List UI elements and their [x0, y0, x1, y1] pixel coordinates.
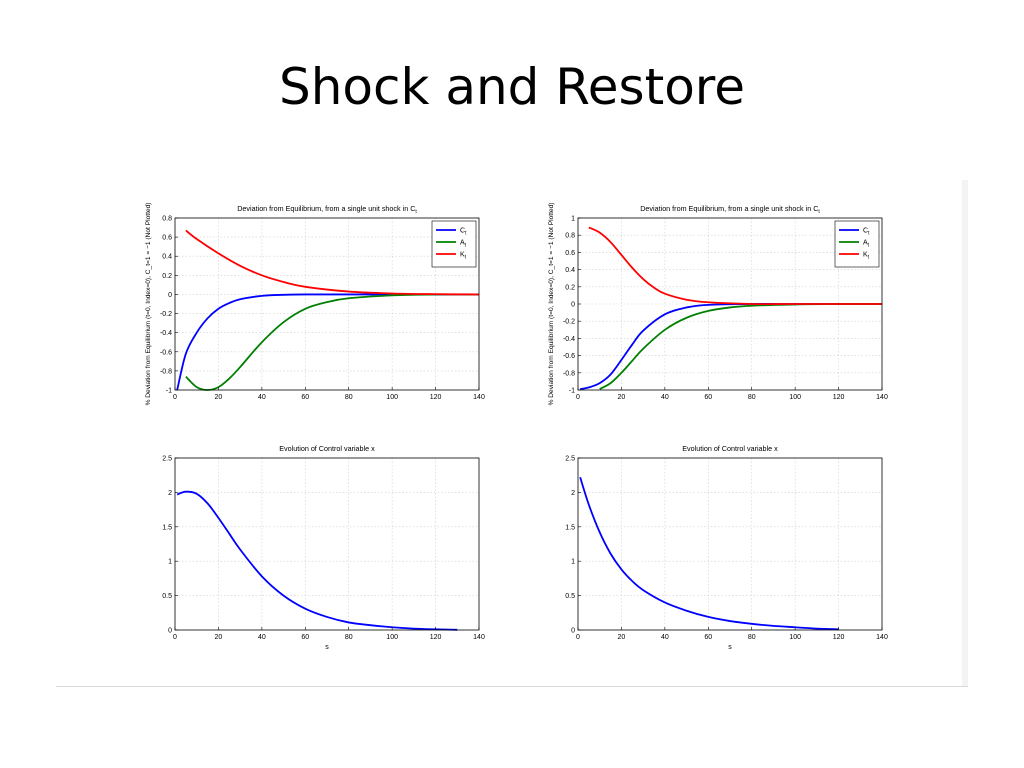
- x-tick-label: 20: [618, 634, 626, 641]
- y-tick-label: -1: [569, 388, 575, 395]
- legend-label-k: Kt: [863, 252, 870, 261]
- x-tick-label: 120: [833, 634, 845, 641]
- x-tick-label: 100: [789, 634, 801, 641]
- y-tick-label: 0.6: [565, 250, 575, 257]
- legend-label-c: Ct: [460, 228, 467, 237]
- x-tick-label: 80: [748, 634, 756, 641]
- series-line-x: [579, 476, 839, 631]
- y-tick-label: 0.2: [565, 284, 575, 291]
- series-line-x: [176, 490, 458, 631]
- y-tick-label: 2.5: [565, 456, 575, 463]
- x-tick-label: 80: [748, 394, 756, 401]
- x-tick-label: 100: [789, 394, 801, 401]
- divider-line: [56, 686, 968, 687]
- y-tick-label: -0.2: [160, 311, 172, 318]
- x-tick-label: 140: [876, 634, 888, 641]
- y-tick-label: 0.4: [162, 254, 172, 261]
- y-tick-label: -0.8: [563, 370, 575, 377]
- x-tick-label: 60: [704, 634, 712, 641]
- x-tick-label: 120: [430, 634, 442, 641]
- y-tick-label: 0.8: [565, 233, 575, 240]
- y-tick-label: 0: [571, 628, 575, 635]
- chart-title: Evolution of Control variable x: [279, 444, 375, 453]
- axes-frame: [174, 457, 480, 631]
- y-tick-label: -0.4: [563, 336, 575, 343]
- x-tick-label: 140: [876, 394, 888, 401]
- legend-label-k: Kt: [460, 252, 467, 261]
- x-tick-label: 40: [258, 394, 266, 401]
- x-tick-label: 0: [576, 394, 580, 401]
- y-axis-label: % Deviation from Equilibrium (t=0, Index…: [548, 203, 555, 406]
- y-tick-label: -1: [166, 388, 172, 395]
- y-tick-label: 2: [168, 490, 172, 497]
- x-tick-label: 0: [576, 634, 580, 641]
- y-tick-label: 0: [168, 628, 172, 635]
- y-tick-label: 1.5: [565, 524, 575, 531]
- y-tick-label: 0.5: [565, 593, 575, 600]
- y-tick-label: -0.6: [563, 353, 575, 360]
- y-tick-label: -0.2: [563, 319, 575, 326]
- y-tick-label: 0.8: [162, 216, 172, 223]
- y-tick-label: 0.6: [162, 235, 172, 242]
- chart-title: Evolution of Control variable x: [682, 444, 778, 453]
- legend-box: [431, 220, 477, 268]
- legend-label-a: At: [460, 240, 467, 249]
- x-tick-label: 60: [301, 634, 309, 641]
- y-tick-label: -0.6: [160, 349, 172, 356]
- y-tick-label: 0: [168, 292, 172, 299]
- legend-label-a: At: [863, 240, 870, 249]
- y-tick-label: 0.2: [162, 273, 172, 280]
- axes-frame: [577, 457, 883, 631]
- x-tick-label: 100: [386, 634, 398, 641]
- control-chart-right: 0 20 40 60 80 100 120 140 0 0.5 1 1.5 2 2.5 Evolution …: [565, 444, 888, 651]
- x-tick-label: 20: [215, 394, 223, 401]
- x-tick-label: 0: [173, 634, 177, 641]
- slide-title: Shock and Restore: [278, 58, 746, 116]
- axes-frame: [174, 217, 480, 391]
- chart-title: Deviation from Equilibrium, from a singl…: [237, 204, 417, 215]
- y-tick-label: 1.5: [162, 524, 172, 531]
- x-tick-label: 60: [301, 394, 309, 401]
- chart-title: Deviation from Equilibrium, from a singl…: [640, 204, 820, 215]
- plot-area: [578, 458, 882, 630]
- y-tick-label: 1: [571, 216, 575, 223]
- x-tick-label: 140: [473, 394, 485, 401]
- x-tick-label: 120: [833, 394, 845, 401]
- y-tick-label: 1: [571, 559, 575, 566]
- figure-edge: [962, 180, 968, 686]
- deviation-chart-right: 0 20 40 60 80 100 120 140 -1 -0.8 -0.6 -0.4 -0.2 0 0.2…: [548, 203, 888, 406]
- y-tick-label: 0: [571, 302, 575, 309]
- plot-area: [175, 458, 479, 630]
- y-tick-label: 2: [571, 490, 575, 497]
- x-tick-label: 40: [661, 394, 669, 401]
- y-tick-label: -0.4: [160, 330, 172, 337]
- x-tick-label: 80: [345, 394, 353, 401]
- x-tick-label: 120: [430, 394, 442, 401]
- legend-label-c: Ct: [863, 228, 870, 237]
- series-line-c: [176, 293, 479, 391]
- x-tick-label: 140: [473, 634, 485, 641]
- control-chart-left: 0 20 40 60 80 100 120 140 0 0.5 1 1.5 2 2.5 Evolution …: [162, 444, 485, 651]
- legend-box: [834, 220, 880, 268]
- y-axis-label: % Deviation from Equilibrium (t=0, Index…: [145, 203, 152, 406]
- series-line-k: [185, 229, 479, 296]
- x-tick-label: 20: [618, 394, 626, 401]
- x-tick-label: 60: [704, 394, 712, 401]
- x-tick-label: 0: [173, 394, 177, 401]
- series-line-k: [588, 226, 882, 306]
- x-axis-label: s: [325, 644, 329, 651]
- y-tick-label: 0.5: [162, 593, 172, 600]
- y-tick-label: 2.5: [162, 456, 172, 463]
- x-axis-label: s: [728, 644, 732, 651]
- y-tick-label: 1: [168, 559, 172, 566]
- x-tick-label: 40: [258, 634, 266, 641]
- x-tick-label: 100: [386, 394, 398, 401]
- y-tick-label: -0.8: [160, 368, 172, 375]
- y-tick-label: 0.4: [565, 267, 575, 274]
- x-tick-label: 40: [661, 634, 669, 641]
- x-tick-label: 20: [215, 634, 223, 641]
- deviation-chart-left: 0 20 40 60 80 100 120 140 -1 -0.8 -0.6 -0.4 -0.2 0 0.2…: [145, 203, 485, 406]
- x-tick-label: 80: [345, 634, 353, 641]
